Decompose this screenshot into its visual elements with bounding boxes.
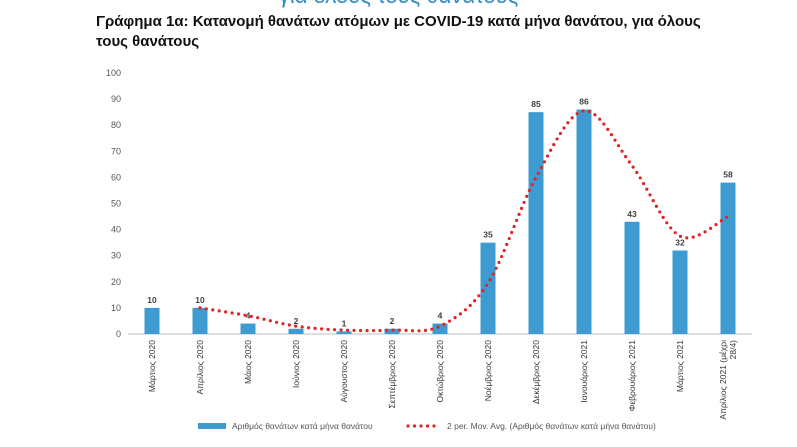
bar (672, 250, 688, 334)
x-tick-label: Αύγουστος 2020 (339, 340, 349, 403)
x-tick-label: Μάρτιος 2020 (147, 340, 157, 392)
data-label: 86 (579, 97, 589, 107)
y-tick-label: 30 (111, 251, 121, 261)
legend-bar-swatch (198, 423, 226, 429)
bar (384, 328, 400, 334)
legend-bar-label: Αριθμός θανάτων κατά μήνα θανάτου (232, 421, 373, 431)
x-tick-label: Ιούνιος 2020 (291, 340, 301, 388)
bar (288, 328, 304, 334)
x-tick-label: Δεκέμβριος 2020 (531, 340, 541, 404)
x-tick-label: Ιανουάριος 2021 (579, 340, 589, 403)
x-tick-label: Νοέμβριος 2020 (483, 340, 493, 402)
bar (624, 221, 640, 334)
bar (240, 323, 256, 334)
legend-line-label: 2 per. Mov. Avg. (Αριθμός θανάτων κατά μ… (447, 421, 656, 431)
bar (336, 331, 352, 334)
partial-header-text: για όλους τους θανάτους (0, 0, 797, 9)
data-label: 35 (483, 230, 493, 240)
y-tick-label: 60 (111, 172, 121, 182)
x-tick-label: Οκτώβριος 2020 (435, 340, 445, 403)
y-tick-label: 20 (111, 277, 121, 287)
bar (480, 242, 496, 334)
x-tick-label: Σεπτέμβριος 2020 (387, 340, 397, 409)
data-label: 4 (246, 311, 251, 321)
x-tick-label: 28/4) (728, 340, 738, 360)
bar (432, 323, 448, 334)
x-tick-label: Απρίλιος 2021 (μέχρι (718, 340, 728, 420)
data-label: 10 (195, 295, 205, 305)
data-label: 85 (531, 99, 541, 109)
data-label: 4 (438, 311, 443, 321)
y-tick-label: 80 (111, 120, 121, 130)
x-tick-label: Φεβρουάριος 2021 (627, 340, 637, 412)
data-label: 32 (675, 237, 685, 247)
data-label: 2 (390, 316, 395, 326)
bar (528, 112, 544, 335)
bar (144, 307, 160, 334)
data-label: 1 (342, 318, 347, 328)
y-tick-label: 70 (111, 146, 121, 156)
bar (192, 307, 208, 334)
y-tick-label: 50 (111, 199, 121, 209)
moving-average-line (198, 109, 730, 333)
data-label: 10 (147, 295, 157, 305)
y-tick-label: 100 (106, 68, 121, 78)
y-tick-label: 90 (111, 94, 121, 104)
data-label: 58 (723, 170, 733, 180)
y-tick-label: 40 (111, 225, 121, 235)
x-tick-label: Μάρτιος 2021 (675, 340, 685, 392)
data-label: 2 (294, 316, 299, 326)
x-tick-label: Μάιος 2020 (243, 340, 253, 384)
data-label: 43 (627, 209, 637, 219)
x-tick-label: Απρίλιος 2020 (195, 340, 205, 395)
chart-title: Γράφημα 1α: Κατανομή θανάτων ατόμων με C… (96, 13, 701, 50)
bar (720, 182, 736, 334)
bar (576, 109, 592, 334)
y-tick-label: 0 (116, 329, 121, 339)
y-tick-label: 10 (111, 303, 121, 313)
